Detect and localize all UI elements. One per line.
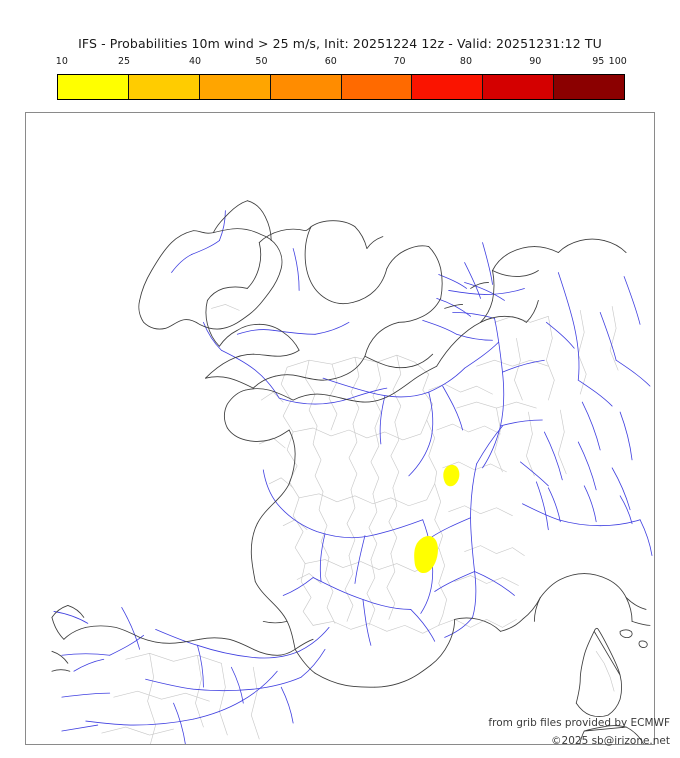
colorbar-segment-25-40 — [128, 75, 200, 99]
colorbar-tick: 90 — [529, 56, 542, 67]
colorbar-tick: 50 — [255, 56, 268, 67]
colorbar-tick-labels: 10 25 40 50 60 70 80 90 95 100 — [55, 56, 627, 72]
colorbar-segment-50-60 — [270, 75, 342, 99]
prob-blob-gulf-of-lion — [414, 536, 438, 574]
colorbar-tick: 100 — [608, 56, 627, 67]
colorbar-tick: 60 — [324, 56, 337, 67]
colorbar-segment-80-90 — [483, 75, 555, 99]
colorbar: 10 25 40 50 60 70 80 90 95 100 — [55, 56, 627, 102]
probability-field-layer — [414, 464, 460, 574]
map-panel[interactable] — [25, 112, 655, 745]
colorbar-tick: 95 — [592, 56, 605, 67]
colorbar-segment-40-50 — [199, 75, 271, 99]
colorbar-segment-60-70 — [341, 75, 413, 99]
page-title: IFS - Probabilities 10m wind > 25 m/s, I… — [78, 36, 602, 51]
prob-blob-rhone-valley — [443, 464, 460, 487]
colorbar-gradient — [57, 74, 625, 100]
colorbar-tick: 40 — [188, 56, 202, 67]
admin-borders-layer — [101, 304, 619, 744]
colorbar-segment-70-80 — [412, 75, 484, 99]
colorbar-segment-10-25 — [58, 75, 129, 99]
colorbar-tick: 80 — [459, 56, 472, 67]
colorbar-segment-90-100 — [554, 75, 624, 99]
colorbar-tick: 10 — [55, 56, 68, 67]
map-canvas[interactable] — [26, 113, 654, 744]
colorbar-tick: 70 — [393, 56, 406, 67]
colorbar-tick: 25 — [117, 56, 131, 67]
coastlines-layer — [51, 200, 651, 744]
rivers-layer — [53, 210, 653, 744]
